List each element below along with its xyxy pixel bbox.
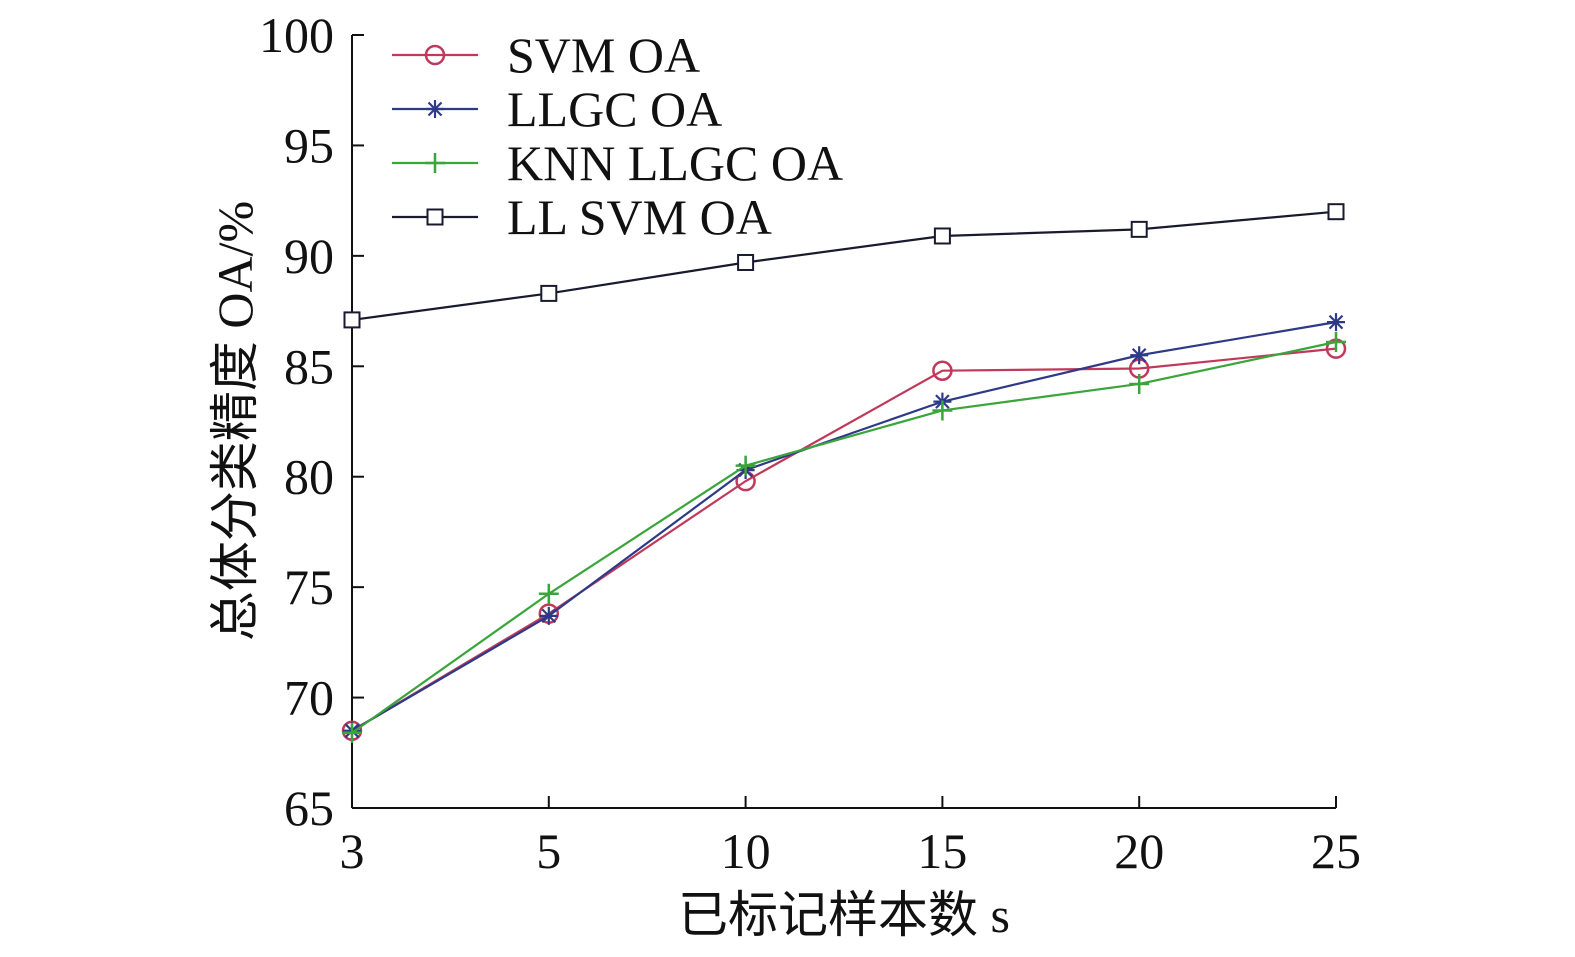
data-point-ll-svm-oa (1130, 220, 1148, 238)
y-tick-label: 85 (284, 338, 334, 394)
legend-item-svm-oa: SVM OA (392, 27, 700, 83)
series-svm-oa (341, 338, 1347, 741)
x-tick-label: 5 (536, 823, 561, 879)
data-point-llgc-oa-d (541, 608, 557, 624)
legend-label: LLGC OA (507, 81, 722, 137)
data-point-knn-llgc-oa (342, 722, 362, 743)
series-line-llgc-oa (351, 321, 1337, 732)
data-point-knn-llgc-oa (1129, 373, 1150, 394)
data-point-knn-llgc-oa (932, 400, 953, 421)
data-point-knn-llgc-oa (538, 583, 559, 604)
legend-item-knn-llgc-oa: KNN LLGC OA (392, 135, 843, 191)
data-point-ll-svm-oa (343, 311, 361, 329)
data-point-llgc-oa-d (1328, 314, 1344, 330)
data-point-llgc-oa-d (1131, 347, 1147, 363)
data-point-ll-svm-oa (933, 227, 951, 245)
y-tick-label: 100 (259, 7, 334, 63)
legend-item-ll-svm-oa: LL SVM OA (392, 189, 772, 245)
x-tick-label: 25 (1311, 823, 1361, 879)
series-ll-svm-oa (343, 203, 1345, 329)
legend-label: KNN LLGC OA (507, 135, 843, 191)
series-line-svm-oa (351, 347, 1337, 732)
x-axis-ticks: 3 5 10 15 20 25 (340, 796, 1361, 879)
legend-label: SVM OA (507, 27, 700, 83)
legend-label: LL SVM OA (507, 189, 772, 245)
data-point-llgc-oa (1130, 346, 1149, 365)
legend-marker (426, 100, 444, 118)
data-point-ll-svm-oa (540, 284, 558, 302)
legend-marker-d (427, 101, 443, 117)
x-tick-label: 3 (340, 823, 365, 879)
legend-marker (424, 44, 446, 66)
series-line-knn-llgc-oa (351, 340, 1337, 734)
y-axis-ticks: 65 70 75 80 85 90 95 100 (259, 7, 364, 836)
x-tick-label: 20 (1114, 823, 1164, 879)
x-axis-title: 已标记样本数 s (678, 887, 1010, 943)
y-tick-label: 75 (284, 559, 334, 615)
series-layer (341, 203, 1347, 743)
legend-item-llgc-oa: LLGC OA (392, 81, 722, 137)
x-tick-label: 10 (721, 823, 771, 879)
series-knn-llgc-oa (342, 331, 1346, 743)
legend-marker (426, 208, 444, 226)
y-axis-title: 总体分类精度 OA/% (207, 201, 263, 641)
x-tick-label: 15 (917, 823, 967, 879)
data-point-ll-svm-oa (737, 253, 755, 271)
data-point-knn-llgc-oa (735, 455, 756, 476)
series-line-ll-svm-oa (351, 210, 1337, 321)
series-llgc-oa (343, 313, 1345, 740)
y-tick-label: 80 (284, 449, 334, 505)
data-point-ll-svm-oa (1327, 203, 1345, 221)
y-tick-label: 90 (284, 228, 334, 284)
data-point-llgc-oa (1327, 313, 1345, 332)
y-tick-label: 70 (284, 670, 334, 726)
data-point-llgc-oa (539, 606, 558, 625)
y-tick-label: 95 (284, 117, 334, 173)
data-point-knn-llgc-oa (1326, 331, 1346, 352)
plot-frame (351, 35, 1336, 809)
legend-marker (425, 153, 445, 173)
y-tick-label: 65 (284, 780, 334, 836)
data-point-svm-oa (932, 360, 953, 381)
